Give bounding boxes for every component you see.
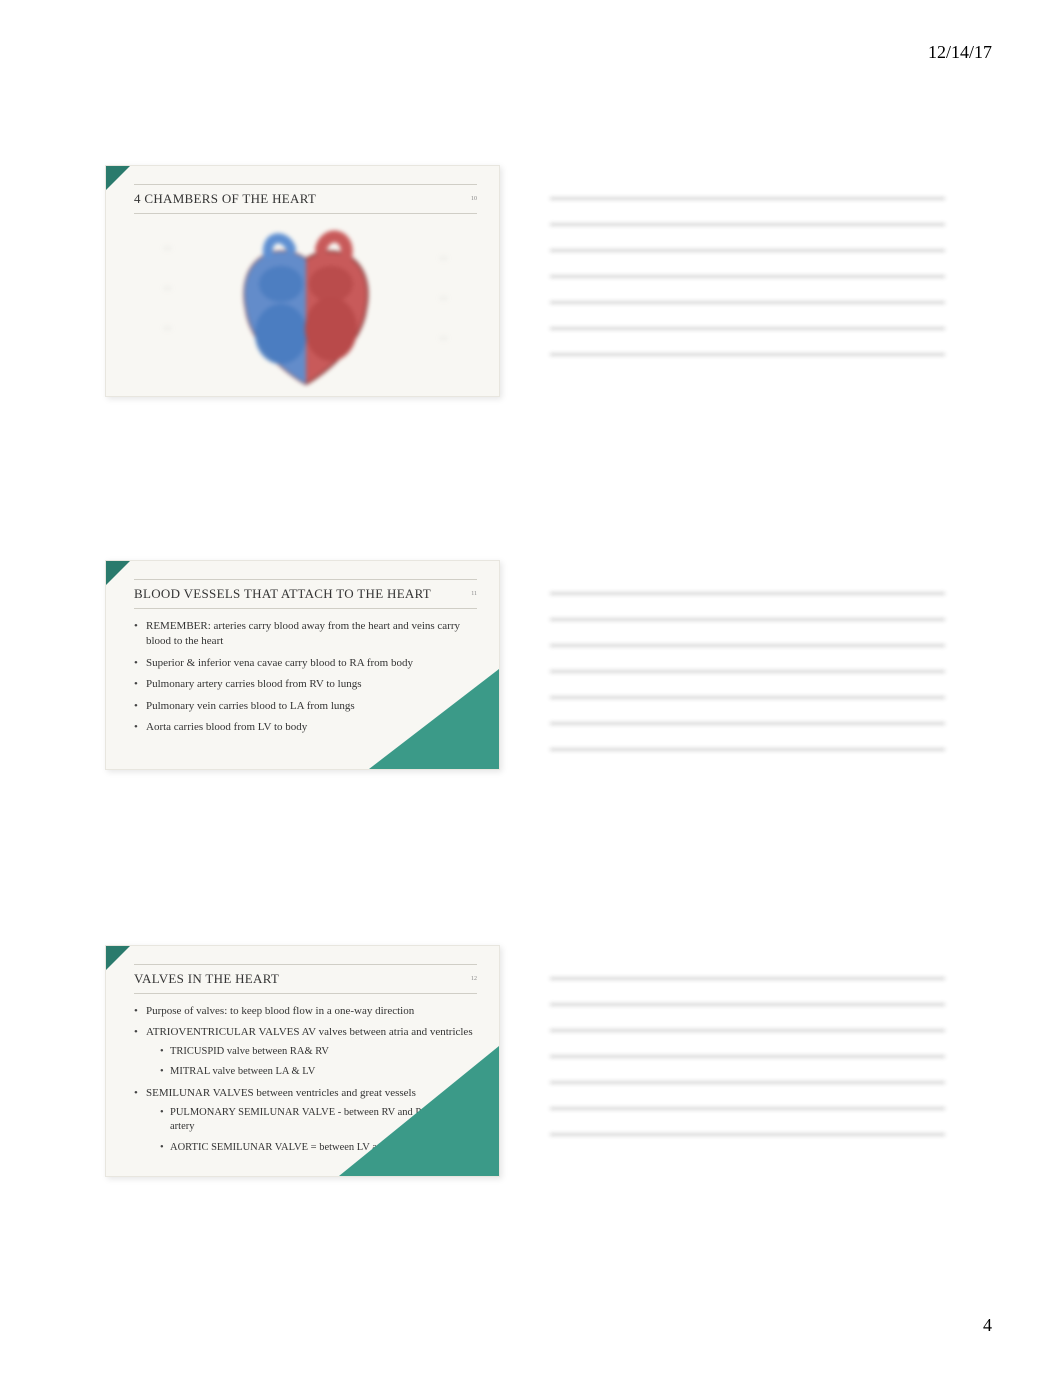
wedge-icon xyxy=(369,669,499,769)
slide-row-1: 4 CHAMBERS OF THE HEART 10 — — — — xyxy=(105,165,945,397)
slide-chambers: 4 CHAMBERS OF THE HEART 10 — — — — xyxy=(105,165,500,397)
note-line xyxy=(550,568,945,594)
slide-title-bar: VALVES IN THE HEART 12 xyxy=(134,964,477,994)
slide-row-2: BLOOD VESSELS THAT ATTACH TO THE HEART 1… xyxy=(105,560,945,770)
list-item: REMEMBER: arteries carry blood away from… xyxy=(134,619,477,650)
note-line xyxy=(550,1031,945,1057)
heart-icon xyxy=(196,229,416,389)
note-line xyxy=(550,199,945,225)
note-line xyxy=(550,672,945,698)
slide-vessels: BLOOD VESSELS THAT ATTACH TO THE HEART 1… xyxy=(105,560,500,770)
note-line xyxy=(550,1083,945,1109)
note-line xyxy=(550,1109,945,1135)
note-line xyxy=(550,173,945,199)
note-line xyxy=(550,1057,945,1083)
slide-number: 10 xyxy=(471,196,477,202)
note-line xyxy=(550,303,945,329)
note-line xyxy=(550,225,945,251)
note-line xyxy=(550,953,945,979)
slide-number: 11 xyxy=(471,591,477,597)
list-item: Purpose of valves: to keep blood flow in… xyxy=(134,1004,477,1019)
header-date: 12/14/17 xyxy=(928,42,992,63)
slide-row-3: VALVES IN THE HEART 12 Purpose of valves… xyxy=(105,945,945,1177)
slide-title-bar: 4 CHAMBERS OF THE HEART 10 xyxy=(134,184,477,214)
list-item-text: ATRIOVENTRICULAR VALVES AV valves betwee… xyxy=(146,1026,473,1038)
note-line xyxy=(550,1005,945,1031)
note-line xyxy=(550,329,945,355)
slide-number: 12 xyxy=(471,976,477,982)
note-line xyxy=(550,698,945,724)
note-line xyxy=(550,594,945,620)
notes-area-3 xyxy=(550,945,945,1135)
note-line xyxy=(550,251,945,277)
slide-title: 4 CHAMBERS OF THE HEART xyxy=(134,191,316,207)
note-line xyxy=(550,277,945,303)
slide-title: BLOOD VESSELS THAT ATTACH TO THE HEART xyxy=(134,586,431,602)
page-number: 4 xyxy=(983,1315,992,1336)
heart-diagram: — — — — — — xyxy=(134,224,477,394)
note-line xyxy=(550,620,945,646)
slide-valves: VALVES IN THE HEART 12 Purpose of valves… xyxy=(105,945,500,1177)
note-line xyxy=(550,724,945,750)
wedge-icon xyxy=(339,1046,499,1176)
slide-title-bar: BLOOD VESSELS THAT ATTACH TO THE HEART 1… xyxy=(134,579,477,609)
note-line xyxy=(550,646,945,672)
note-line xyxy=(550,979,945,1005)
notes-area-1 xyxy=(550,165,945,355)
notes-area-2 xyxy=(550,560,945,750)
slide-title: VALVES IN THE HEART xyxy=(134,971,279,987)
